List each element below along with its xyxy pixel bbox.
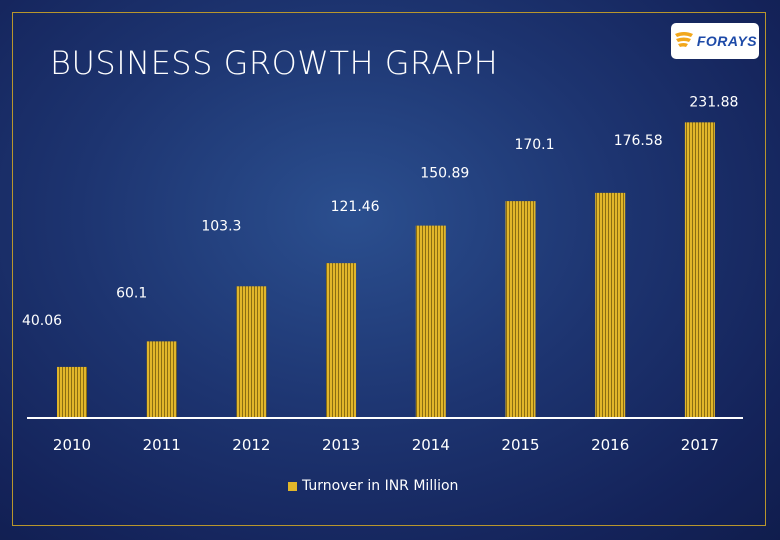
x-tick-label-2015: 2015 xyxy=(501,436,539,454)
logo-mark-icon xyxy=(674,32,693,47)
company-logo: FORAYS xyxy=(671,23,759,59)
chart-legend: Turnover in INR Million xyxy=(288,478,458,494)
data-label-2015: 170.1 xyxy=(514,137,554,153)
x-tick-label-2011: 2011 xyxy=(143,436,181,454)
data-label-2012: 103.3 xyxy=(201,218,241,234)
data-label-2010: 40.06 xyxy=(22,313,62,329)
x-tick-label-2016: 2016 xyxy=(591,436,629,454)
bar-2010 xyxy=(57,366,87,418)
bar-2011 xyxy=(146,341,177,418)
data-label-2014: 150.89 xyxy=(420,166,469,182)
x-tick-label-2013: 2013 xyxy=(322,436,360,454)
bar-2012 xyxy=(236,286,267,418)
bar-2014 xyxy=(415,225,446,418)
legend-swatch xyxy=(288,481,297,491)
data-label-2013: 121.46 xyxy=(331,199,380,215)
x-tick-label-2012: 2012 xyxy=(232,436,270,454)
x-tick-label-2014: 2014 xyxy=(412,436,450,454)
data-label-2017: 231.88 xyxy=(689,94,738,110)
data-label-2016: 176.58 xyxy=(614,133,663,149)
x-tick-label-2010: 2010 xyxy=(53,436,91,454)
bar-2013 xyxy=(326,263,357,418)
legend-label: Turnover in INR Million xyxy=(302,478,459,494)
bar-2015 xyxy=(505,201,536,418)
x-tick-label-2017: 2017 xyxy=(681,436,719,454)
bar-2016 xyxy=(595,192,626,418)
slide-frame xyxy=(12,12,766,526)
data-label-2011: 60.1 xyxy=(116,285,147,301)
logo-text: FORAYS xyxy=(696,33,758,49)
bar-2017 xyxy=(684,122,715,418)
page-title: BUSINESS GROWTH GRAPH xyxy=(50,44,499,82)
